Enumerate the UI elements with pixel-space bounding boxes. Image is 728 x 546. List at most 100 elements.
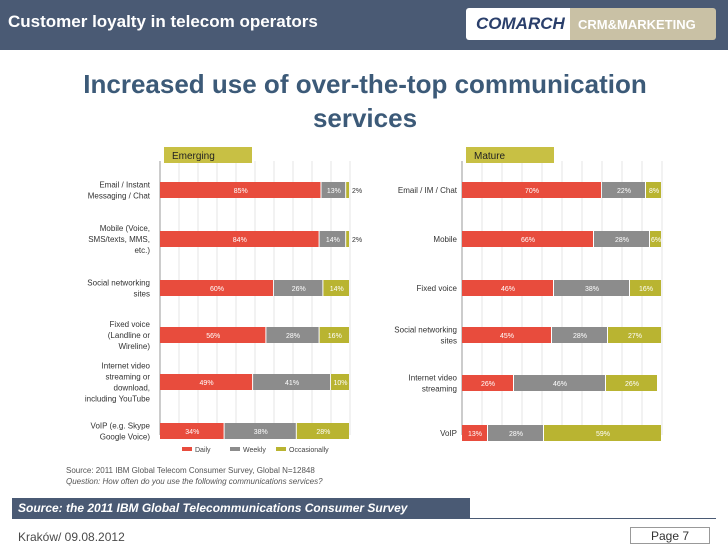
chart-emerging-data-label: 49%: [200, 380, 214, 387]
chart-mature-category-label: Social networking: [394, 326, 457, 335]
chart-mature-category-label: streaming: [422, 385, 457, 394]
stacked-bar-charts: Emerging Email / Instant Messaging / Chat 8…: [66, 147, 663, 486]
chart-source-line: Source: 2011 IBM Global Telecom Consumer…: [66, 466, 315, 475]
chart-emerging-bar-occasionally: [319, 327, 349, 343]
chart-mature-title-box: [466, 147, 554, 163]
chart-emerging-bar-daily: [160, 280, 273, 296]
chart-emerging-data-label: 26%: [292, 286, 306, 293]
chart-mature-data-label: 46%: [553, 381, 567, 388]
legend-swatch-daily: [182, 447, 192, 451]
footer-location-date: Kraków/ 09.08.2012: [18, 530, 125, 544]
chart-emerging-data-label: 84%: [233, 237, 247, 244]
footer-divider: [12, 518, 716, 519]
chart-emerging-bar-occasionally: [346, 231, 349, 247]
chart-emerging-category-label: Messaging / Chat: [88, 192, 151, 201]
chart-emerging-bar-weekly: [224, 423, 296, 439]
legend-label-occasionally: Occasionally: [289, 447, 329, 454]
chart-emerging-category-label: (Landline or: [108, 331, 151, 340]
comarch-logo: COMARCH CRM&MARKETING: [466, 8, 716, 40]
chart-emerging-category-label: download,: [114, 384, 150, 393]
source-caption: Source: the 2011 IBM Global Telecommunic…: [18, 501, 408, 515]
chart-mature-data-label: 13%: [468, 431, 482, 438]
chart-emerging-data-label: 13%: [327, 188, 341, 195]
chart-mature-data-label: 27%: [628, 333, 642, 340]
chart-mature-data-label: 66%: [521, 237, 535, 244]
chart-mature-bar-weekly: [554, 280, 629, 296]
chart-mature-data-label: 28%: [573, 333, 587, 340]
chart-mature-data-label: 28%: [615, 237, 629, 244]
chart-mature-data-label: 59%: [596, 431, 610, 438]
chart-mature-bar-occasionally: [544, 425, 661, 441]
chart-emerging-bar-weekly: [274, 280, 323, 296]
chart-emerging-data-label: 34%: [185, 429, 199, 436]
chart-emerging-bar-weekly: [266, 327, 319, 343]
chart-emerging-data-label: 16%: [328, 333, 342, 340]
chart-emerging-bar-occasionally: [323, 280, 349, 296]
chart-emerging-data-label: 2%: [352, 237, 362, 244]
chart-emerging-category-label: Social networking: [87, 279, 150, 288]
logo-primary-text: COMARCH: [466, 8, 570, 40]
legend-swatch-weekly: [230, 447, 240, 451]
chart-emerging-data-label: 56%: [206, 333, 220, 340]
chart-emerging-bar-weekly: [321, 182, 346, 198]
chart-emerging-category-label: streaming or: [106, 373, 151, 382]
chart-mature-bar-occasionally: [646, 182, 661, 198]
chart-mature-data-label: 38%: [585, 286, 599, 293]
chart-emerging-data-label: 14%: [330, 286, 344, 293]
chart-emerging-data-label: 10%: [333, 380, 347, 387]
chart-emerging-category-label: SMS/texts, MMS,: [88, 235, 150, 244]
chart-mature-title: Mature: [474, 151, 506, 162]
chart-mature-bar-weekly: [488, 425, 543, 441]
chart-emerging-bar-occasionally: [296, 423, 349, 439]
header-bar: Customer loyalty in telecom operators CO…: [0, 0, 728, 50]
chart-emerging-bar-daily: [160, 231, 319, 247]
chart-mature-data-label: 22%: [617, 188, 631, 195]
slide-title: Increased use of over-the-top communicat…: [83, 69, 647, 133]
chart-mature-bar-daily: [462, 327, 551, 343]
chart-emerging-title-box: [164, 147, 252, 163]
chart-mature-data-label: 8%: [649, 188, 659, 195]
chart-mature-bar-daily: [462, 231, 593, 247]
chart-emerging-data-label: 60%: [210, 286, 224, 293]
chart-mature-bar-occasionally: [630, 280, 661, 296]
chart-mature-data-label: 45%: [500, 333, 514, 340]
chart-emerging-bar-occasionally: [331, 374, 349, 390]
chart-mature-category-label: Fixed voice: [417, 284, 458, 293]
chart-mature-bar-weekly: [552, 327, 607, 343]
chart-emerging-category-label: Email / Instant: [99, 181, 150, 190]
chart-emerging-bar-daily: [160, 423, 224, 439]
chart-mature-data-label: 16%: [639, 286, 653, 293]
chart-mature-bar-weekly: [514, 375, 605, 391]
chart-emerging-bar-daily: [160, 374, 253, 390]
chart-mature-bar-occasionally: [650, 231, 661, 247]
chart-mature-bar-occasionally: [606, 375, 657, 391]
chart-area: Emerging Email / Instant Messaging / Chat 8…: [0, 135, 728, 505]
chart-mature-data-label: 28%: [509, 431, 523, 438]
chart-emerging-data-label: 28%: [286, 333, 300, 340]
chart-mature-category-label: sites: [441, 337, 457, 346]
chart-mature-data-label: 70%: [525, 188, 539, 195]
legend-label-daily: Daily: [195, 447, 211, 454]
chart-mature-bar-daily: [462, 280, 553, 296]
chart-mature-data-label: 26%: [481, 381, 495, 388]
chart-mature-bar-weekly: [594, 231, 649, 247]
chart-mature-data-label: 26%: [625, 381, 639, 388]
chart-emerging-bar-weekly: [319, 231, 346, 247]
chart-emerging-category-label: etc.): [134, 246, 150, 255]
chart-emerging-category-label: VoIP (e.g. Skype: [91, 422, 151, 431]
chart-question-line: Question: How often do you use the follo…: [66, 477, 323, 486]
chart-emerging-data-label: 2%: [352, 188, 362, 195]
chart-emerging-bar-daily: [160, 327, 266, 343]
chart-mature-category-label: Internet video: [409, 374, 458, 383]
chart-emerging-bar-weekly: [253, 374, 330, 390]
chart-emerging-category-label: sites: [134, 290, 150, 299]
logo-secondary-text: CRM&MARKETING: [570, 8, 716, 40]
chart-emerging-category-label: Google Voice): [100, 433, 151, 442]
chart-emerging-category-label: Fixed voice: [110, 320, 151, 329]
chart-mature-data-label: 6%: [651, 237, 661, 244]
legend-label-weekly: Weekly: [243, 447, 266, 454]
page-number: Page 7: [630, 527, 710, 544]
chart-emerging-data-label: 38%: [254, 429, 268, 436]
chart-emerging-data-label: 14%: [326, 237, 340, 244]
chart-emerging-data-label: 28%: [316, 429, 330, 436]
